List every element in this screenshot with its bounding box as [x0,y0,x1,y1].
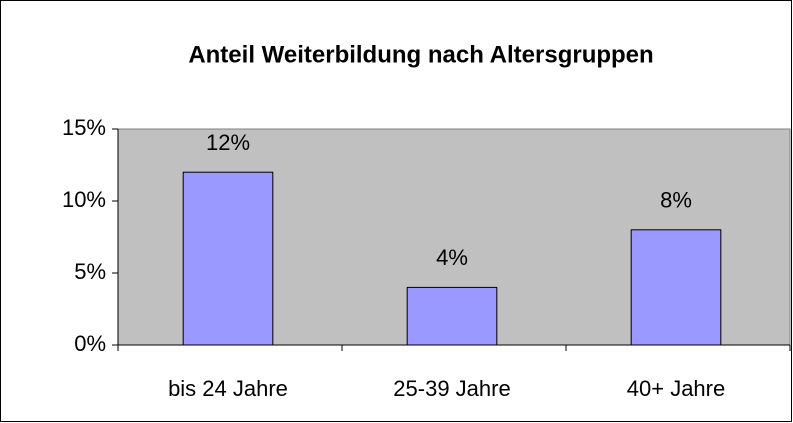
x-tick-label: bis 24 Jahre [168,376,288,401]
y-tick-label: 5% [74,259,106,284]
bar [182,171,274,346]
x-tick-label: 40+ Jahre [627,376,725,401]
data-label: 4% [436,245,468,270]
bar [630,229,722,346]
x-tick-label: 25-39 Jahre [393,376,510,401]
y-tick-label: 0% [74,331,106,356]
bar [406,286,498,346]
data-label: 8% [660,188,692,213]
y-tick-label: 10% [62,187,106,212]
data-label: 12% [206,130,250,155]
y-tick-label: 15% [62,115,106,140]
chart-title: Anteil Weiterbildung nach Altersgruppen [188,41,653,68]
